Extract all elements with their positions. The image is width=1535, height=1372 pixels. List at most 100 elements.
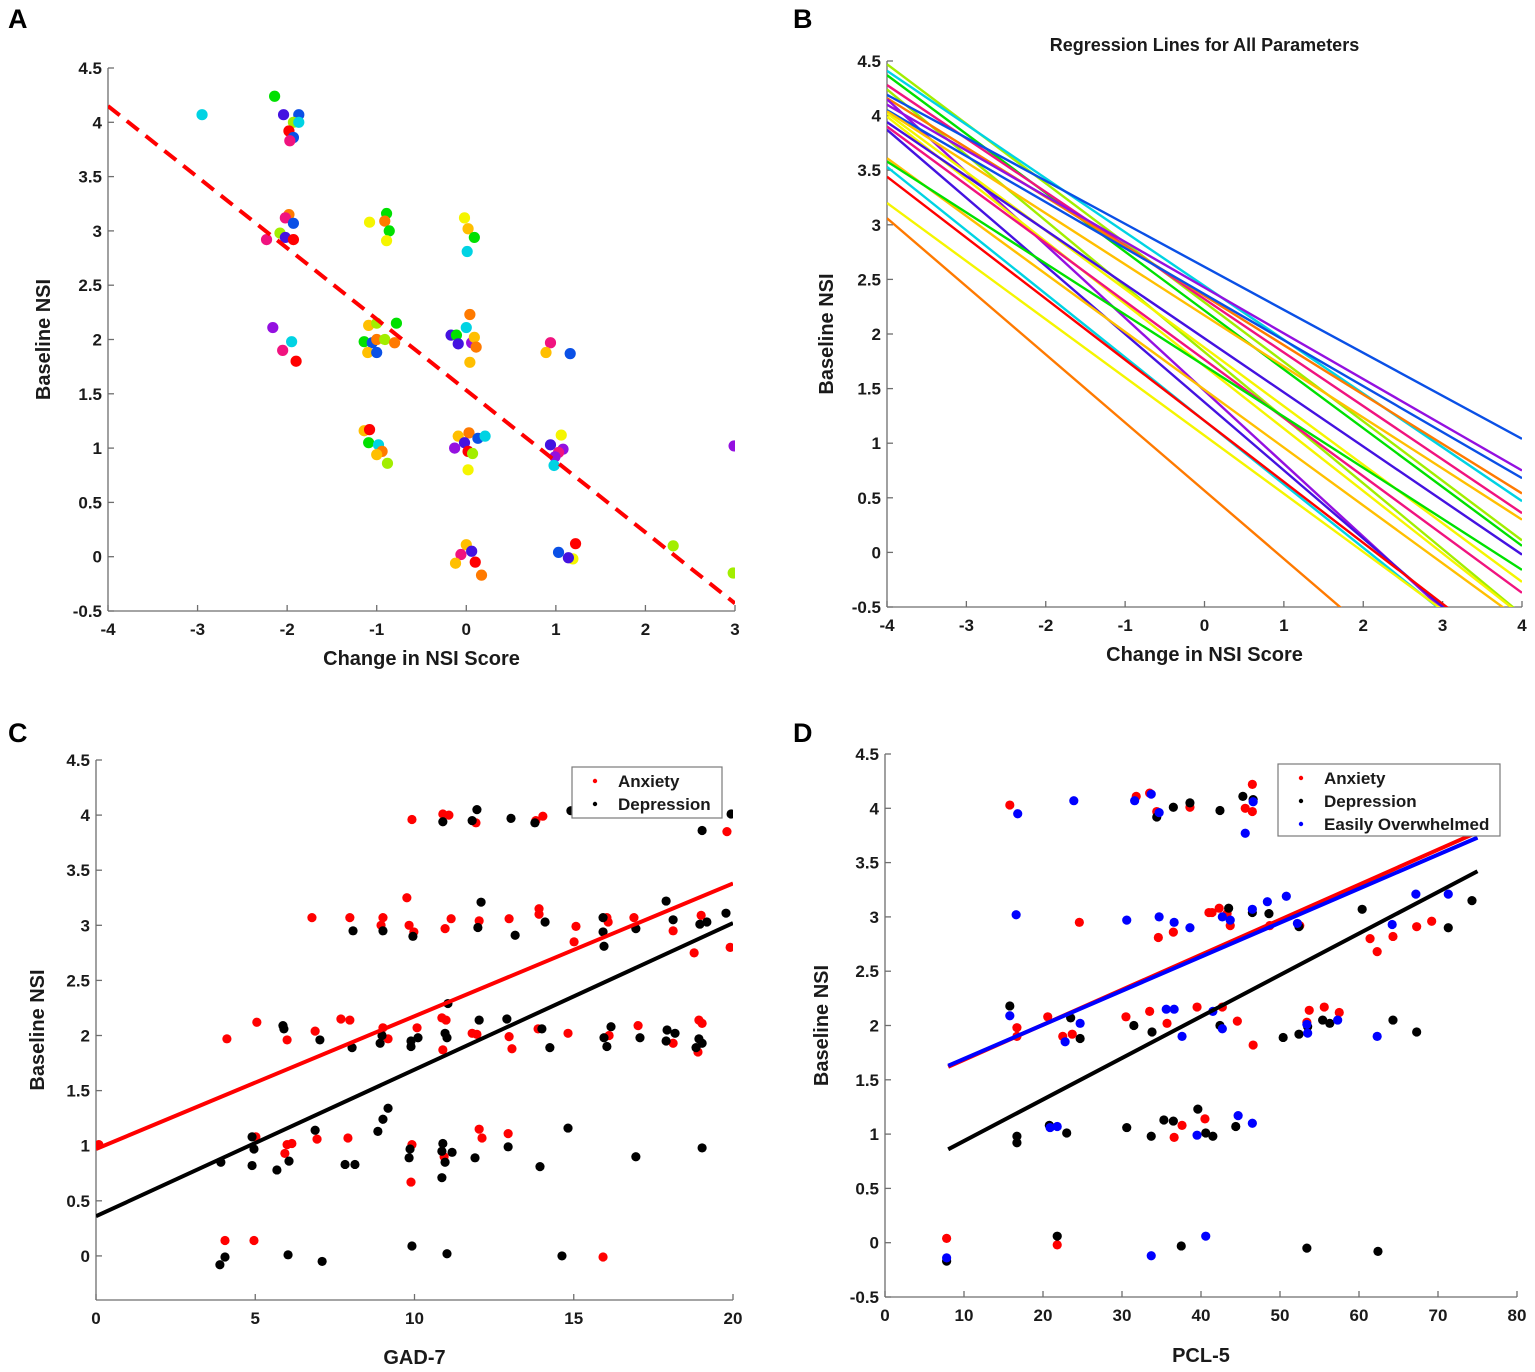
data-point-depression (503, 1142, 513, 1152)
data-point-easily-overwhelmed (1122, 915, 1132, 925)
data-point (544, 439, 557, 451)
y-tick-label: 4.5 (66, 751, 90, 770)
data-point (371, 449, 383, 461)
data-point-anxiety (1427, 916, 1437, 926)
data-point-anxiety (310, 1026, 320, 1036)
data-point-anxiety (1334, 1007, 1344, 1018)
panel-c: 0 5 10 15 20 0 0.5 1 1.5 2 2.5 3 3.5 4 4.5 GAD-7 Baselin… (27, 751, 742, 1369)
y-tick-label: -0.5 (852, 598, 881, 617)
data-point-depression (1075, 1033, 1085, 1044)
data-point-easily-overwhelmed (1292, 918, 1302, 929)
x-axis-label: GAD-7 (383, 1347, 445, 1369)
regression-line (887, 201, 1441, 607)
legend-entry: Depression (618, 795, 711, 814)
data-point-depression (442, 1249, 452, 1259)
data-point-depression (1443, 923, 1453, 933)
data-point-anxiety (668, 1038, 678, 1048)
x-tick-label: 5 (251, 1309, 260, 1328)
y-axis-label: Baseline NSI (811, 965, 833, 1086)
x-tick-label: 10 (405, 1309, 424, 1328)
data-point-anxiety (504, 914, 514, 924)
y-tick-label: 3.5 (855, 854, 879, 873)
data-point-depression (1264, 909, 1274, 919)
legend-marker (592, 778, 598, 784)
data-point-easily-overwhelmed (1146, 789, 1156, 799)
x-tick-label: -2 (280, 620, 295, 639)
data-point-anxiety (571, 921, 581, 932)
data-point-easily-overwhelmed (1443, 889, 1453, 899)
legend-entry: Anxiety (618, 772, 680, 791)
data-point-easily-overwhelmed (1192, 1130, 1202, 1140)
panel-d: 0 10 20 30 40 50 60 70 80-0.500.511.522.533.544.… (811, 745, 1526, 1367)
data-point (468, 231, 480, 244)
x-tick-label: -3 (959, 616, 974, 635)
regression-line (887, 160, 1522, 571)
data-point (269, 90, 281, 102)
data-point (379, 215, 391, 227)
data-point-depression (470, 1153, 480, 1163)
data-point-anxiety (696, 910, 706, 920)
data-point-depression (1012, 1131, 1022, 1141)
y-tick-label: 4.5 (855, 745, 879, 764)
data-point-depression (373, 1126, 383, 1136)
data-point-depression (272, 1165, 282, 1175)
data-point-anxiety (598, 1252, 608, 1262)
data-point (279, 212, 291, 224)
data-point-depression (697, 825, 707, 836)
data-point-depression (1122, 1122, 1132, 1133)
data-point-anxiety (1153, 932, 1163, 943)
y-axis-label: Baseline NSI (33, 279, 55, 400)
data-point-anxiety (1012, 1023, 1022, 1033)
data-point-depression (670, 1028, 680, 1038)
data-point (267, 321, 279, 334)
data-point-anxiety (378, 912, 388, 923)
data-point-depression (476, 897, 486, 907)
data-point-depression (602, 1041, 612, 1052)
data-point-depression (437, 1173, 447, 1183)
data-point-anxiety (722, 827, 732, 837)
data-point-depression (406, 1041, 416, 1052)
data-point (728, 440, 735, 452)
data-point-anxiety (477, 1133, 487, 1143)
data-point-anxiety (222, 1034, 232, 1044)
data-point-anxiety (220, 1235, 230, 1246)
y-tick-label: 2.5 (855, 962, 879, 981)
data-point (564, 348, 576, 360)
x-tick-label: 80 (1508, 1306, 1527, 1325)
plot-area (887, 63, 1522, 607)
data-point-easily-overwhelmed (1185, 923, 1195, 933)
data-point-anxiety (504, 1032, 514, 1042)
x-tick-label: 4 (1517, 616, 1527, 635)
y-tick-label: 1.5 (66, 1082, 90, 1101)
data-point-anxiety (249, 1235, 259, 1246)
legend-entry: Depression (1324, 792, 1417, 811)
data-point (371, 346, 383, 359)
data-point-depression (1325, 1018, 1335, 1028)
y-tick-label: 3.5 (66, 861, 90, 880)
x-axis-label: Change in NSI Score (1106, 644, 1303, 666)
data-point-depression (447, 1147, 457, 1157)
data-point (555, 429, 567, 441)
data-point-easily-overwhelmed (1247, 1118, 1257, 1128)
data-point-depression (1146, 1131, 1156, 1141)
data-point (552, 546, 565, 558)
data-point-depression (340, 1159, 350, 1170)
data-point-anxiety (1169, 1132, 1179, 1142)
data-point-anxiety (1304, 1005, 1314, 1015)
data-point (458, 212, 471, 224)
legend: Anxiety Depression Easily Overwhelmed (1277, 763, 1501, 837)
data-point-depression (405, 1144, 415, 1154)
data-point (362, 346, 374, 359)
data-point-easily-overwhelmed (1005, 1011, 1015, 1021)
y-tick-label: 2.5 (66, 971, 90, 990)
data-point-anxiety (312, 1134, 322, 1144)
data-point-easily-overwhelmed (1302, 1019, 1312, 1030)
data-point-depression (662, 1025, 672, 1035)
data-point-depression (510, 930, 520, 940)
data-point-depression (247, 1160, 257, 1171)
data-point-easily-overwhelmed (1146, 1251, 1156, 1261)
chart-title: Regression Lines for All Parameters (1050, 35, 1359, 55)
data-point-easily-overwhelmed (1060, 1037, 1070, 1047)
data-point-anxiety (563, 1028, 573, 1038)
panel-label-c: C (8, 718, 28, 748)
